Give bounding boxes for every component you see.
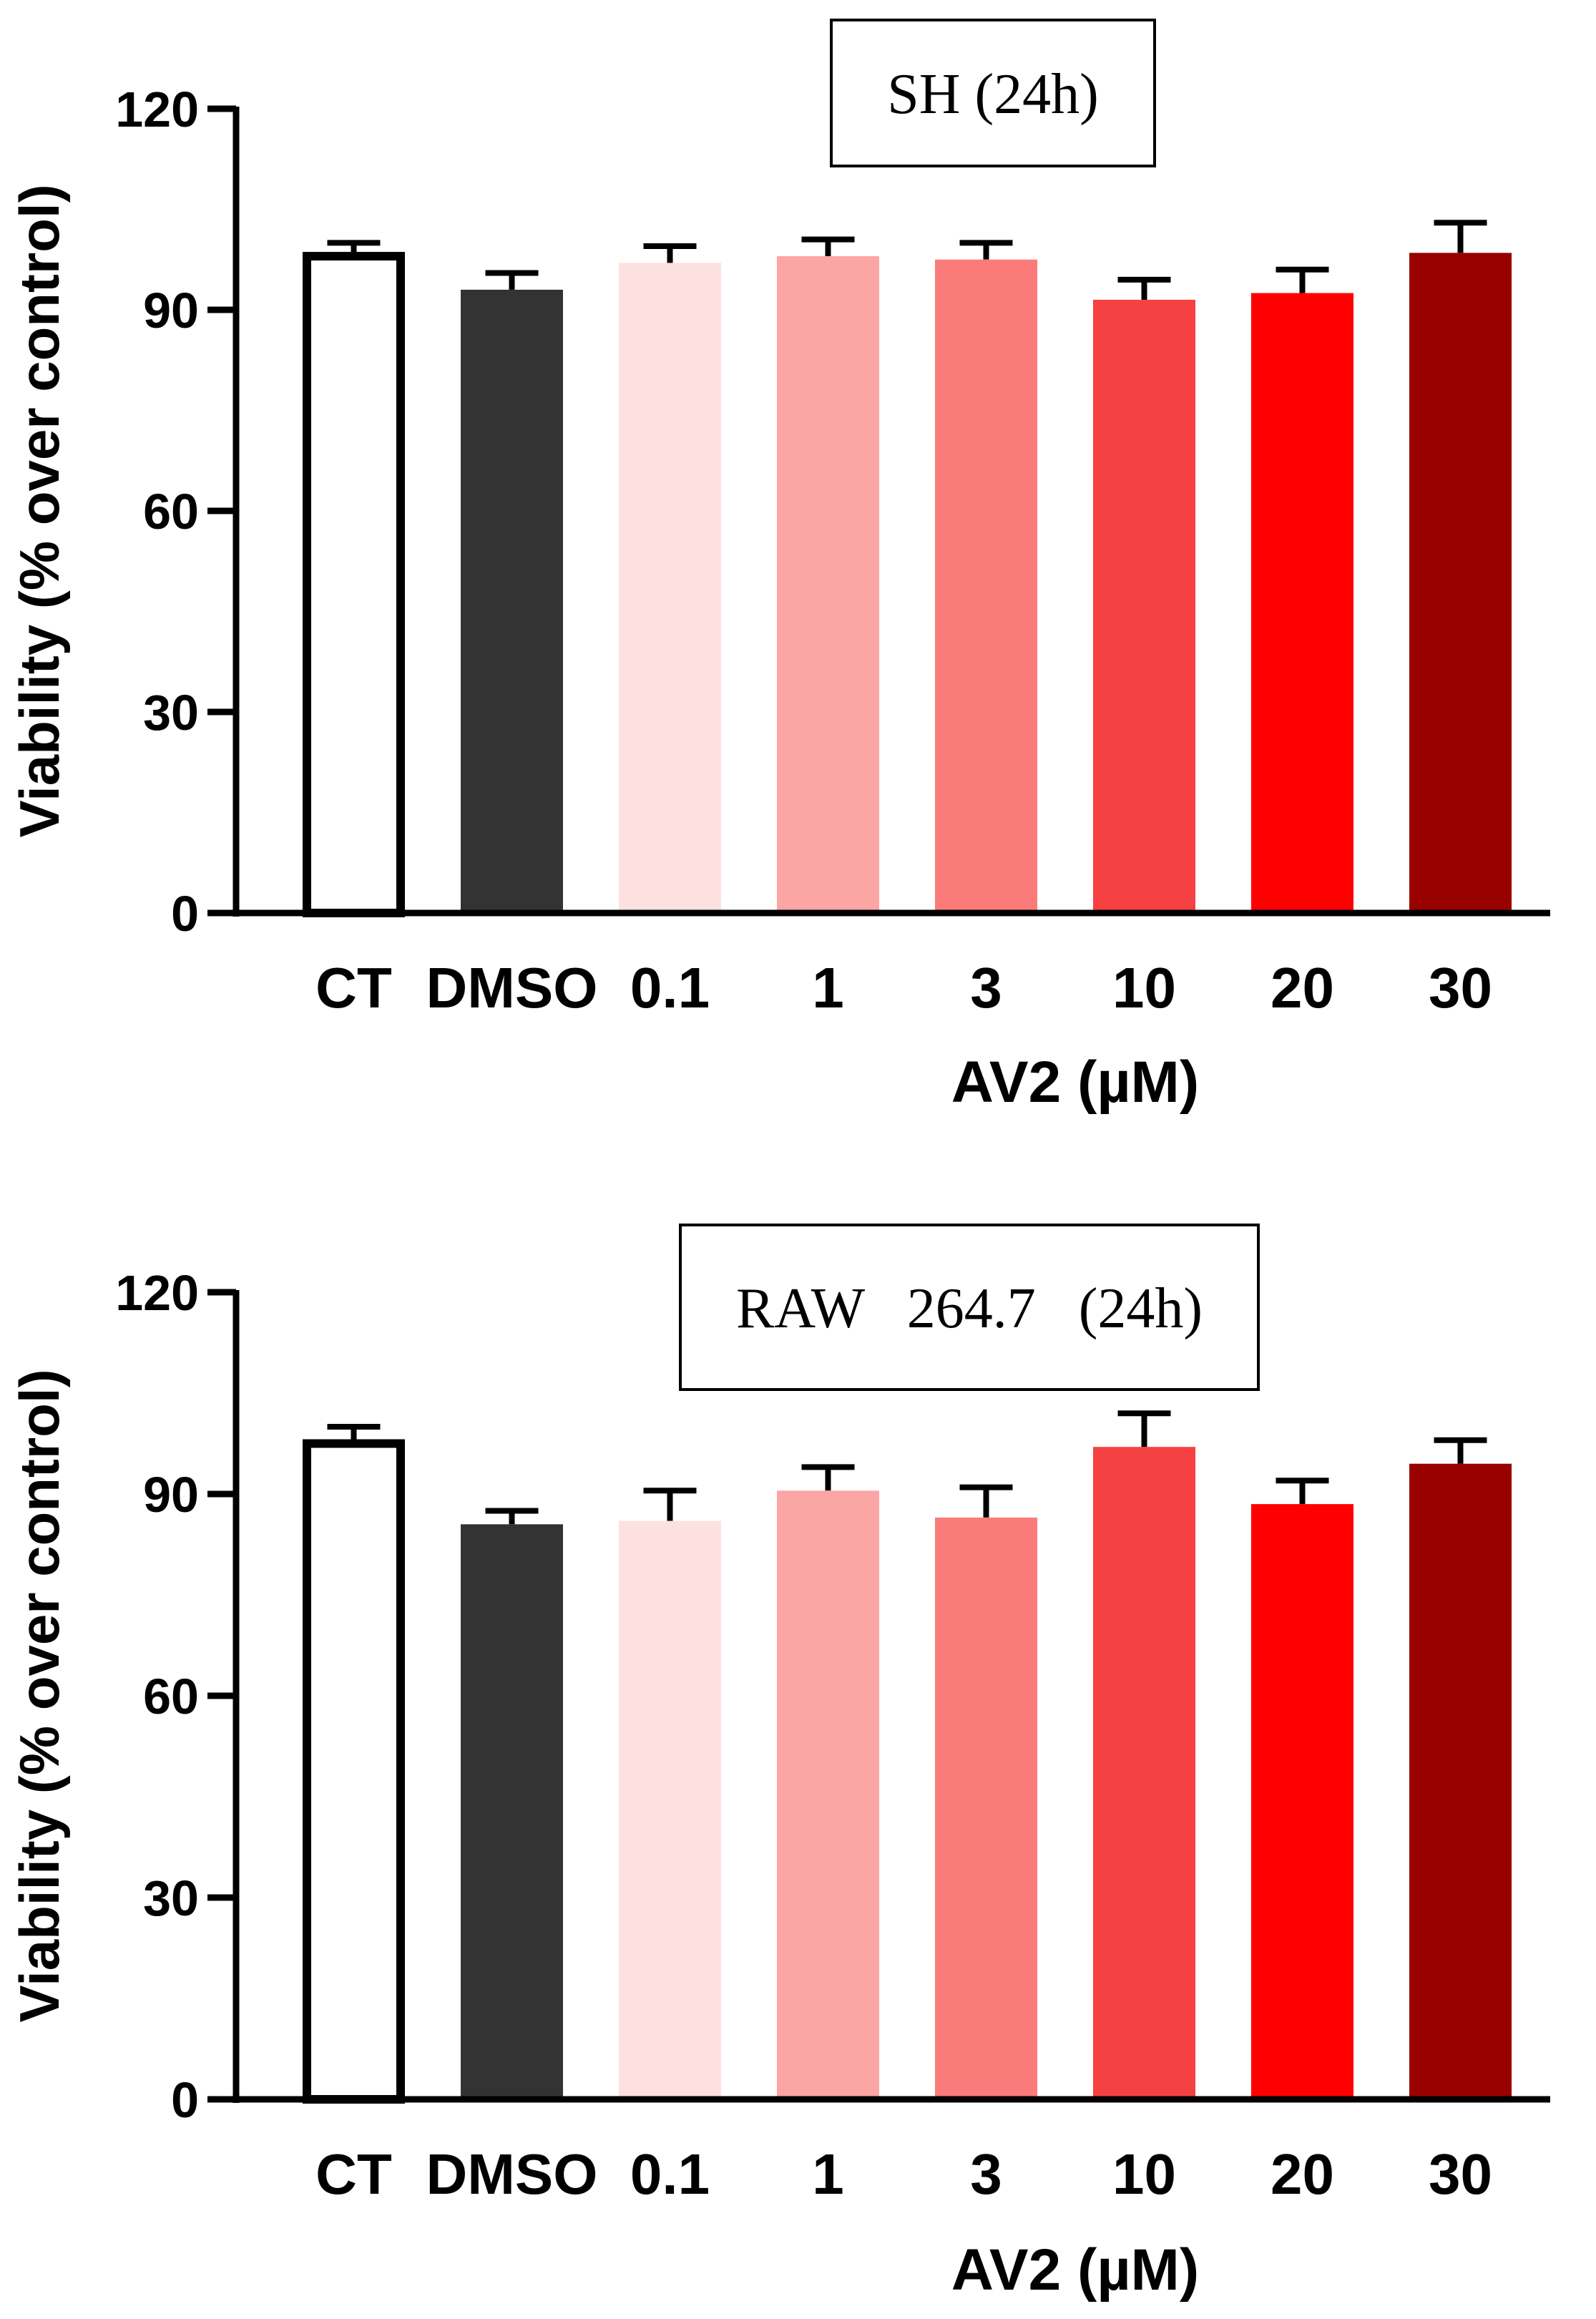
bar-CT: [303, 1439, 405, 2104]
bar-20: [1251, 293, 1353, 913]
bar-3: [935, 1517, 1037, 2099]
bar-DMSO: [461, 289, 563, 913]
x-tick-label: 3: [970, 956, 1002, 1020]
x-tick-label: 30: [1429, 956, 1492, 1020]
bar-10: [1093, 299, 1195, 913]
x-tick-label: 0.1: [630, 2142, 710, 2206]
y-axis-label: Viability (% over control): [8, 1369, 71, 2022]
bar-10: [1093, 1447, 1195, 2099]
bar-30: [1409, 253, 1512, 914]
x-tick-label: 20: [1271, 2142, 1334, 2206]
x-tick-label: 30: [1429, 2142, 1492, 2206]
y-tick-label: 30: [143, 1870, 199, 1926]
y-tick-label: 90: [143, 283, 199, 338]
x-tick-label: CT: [315, 956, 392, 1020]
bar-30: [1409, 1463, 1512, 2099]
y-tick-label: 60: [143, 1669, 199, 1724]
bar-DMSO: [461, 1524, 563, 2099]
x-tick-label: 10: [1112, 956, 1176, 1020]
x-tick-label: 0.1: [630, 956, 710, 1020]
bar-CT: [303, 252, 405, 918]
bar-1: [777, 256, 879, 914]
bar-20: [1251, 1504, 1353, 2099]
y-tick-label: 120: [115, 82, 199, 137]
x-tick-label: 1: [812, 2142, 844, 2206]
chart-panel-2: RAW 264.7 (24h) CT DMSO 0.1 1 3 10 20 30 0 30 60 90 1…: [8, 1224, 1550, 2303]
chart-title: SH (24h): [887, 63, 1099, 126]
x-tick-label: CT: [315, 2142, 392, 2206]
bar-1: [777, 1490, 879, 2099]
chart-title-box: [679, 1224, 1260, 1391]
bar-0.1: [619, 263, 721, 913]
x-axis-label: AV2 (µM): [951, 2237, 1199, 2303]
y-tick-label: 0: [171, 886, 199, 942]
y-tick-label: 90: [143, 1467, 199, 1523]
y-tick-label: 30: [143, 685, 199, 741]
y-tick-label: 60: [143, 484, 199, 540]
chart-title-box: [830, 19, 1156, 167]
x-tick-label: DMSO: [426, 2142, 598, 2206]
chart-panel-1: SH (24h) CT DMSO 0.1 1 3 10 20 30 0 30 60 90 120 AV2 (…: [8, 19, 1550, 1115]
x-tick-label: 20: [1271, 956, 1334, 1020]
y-axis-label: Viability (% over control): [8, 184, 71, 837]
x-tick-label: 10: [1112, 2142, 1176, 2206]
bar-0.1: [619, 1520, 721, 2099]
bar-3: [935, 259, 1037, 913]
chart-title: RAW 264.7 (24h): [736, 1277, 1203, 1340]
y-tick-label: 120: [115, 1265, 199, 1321]
x-axis-label: AV2 (µM): [951, 1050, 1199, 1115]
x-tick-label: 3: [970, 2142, 1002, 2206]
y-tick-label: 0: [171, 2072, 199, 2128]
x-tick-label: DMSO: [426, 956, 598, 1020]
x-tick-label: 1: [812, 956, 844, 1020]
